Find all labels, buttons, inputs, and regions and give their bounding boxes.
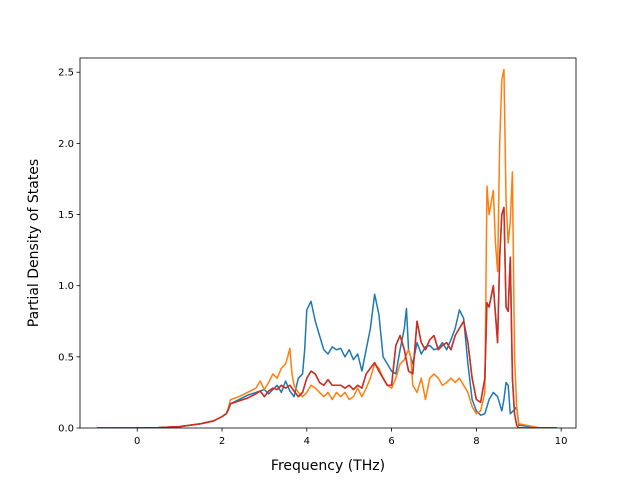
y-tick-label: 0.0: [58, 424, 74, 435]
x-tick-label: 6: [388, 436, 394, 447]
y-tick-label: 1.5: [58, 210, 74, 221]
x-tick-label: 4: [304, 436, 310, 447]
y-tick-label: 2.0: [58, 139, 74, 150]
y-tick-label: 2.5: [58, 68, 74, 79]
y-tick-label: 1.0: [58, 281, 74, 292]
x-tick-label: 2: [219, 436, 225, 447]
x-tick-label: 8: [473, 436, 479, 447]
x-axis: 0 2 4 6 8 10: [134, 428, 568, 447]
x-tick-label: 10: [555, 436, 568, 447]
y-axis: 0.0 0.5 1.0 1.5 2.0 2.5: [58, 68, 80, 435]
x-tick-label: 0: [134, 436, 140, 447]
plot-frame: [79, 57, 577, 429]
y-axis-label: Partial Density of States: [26, 159, 42, 327]
series-layer: [96, 68, 557, 428]
series-line-4: [96, 206, 557, 428]
y-tick-label: 0.5: [58, 352, 74, 363]
x-axis-label: Frequency (THz): [271, 458, 385, 474]
